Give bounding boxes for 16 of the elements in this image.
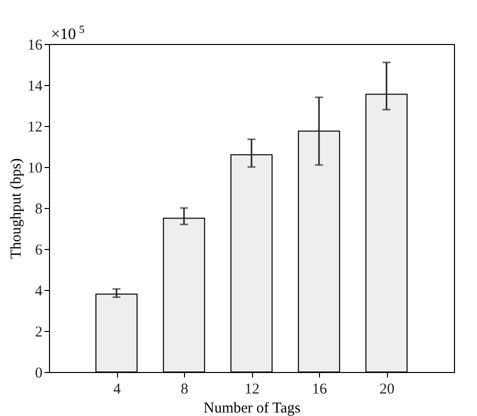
x-axis-title: Number of Tags <box>204 400 301 416</box>
y-tick-label: 6 <box>35 242 43 258</box>
y-tick-label: 2 <box>35 324 42 340</box>
y-tick-label: 12 <box>28 120 42 136</box>
y-tick-label: 16 <box>28 38 43 54</box>
x-tick-label: 12 <box>244 382 260 398</box>
x-tick-label: 20 <box>380 382 394 398</box>
x-tick-label: 8 <box>180 382 188 398</box>
x-tick-label: 4 <box>113 382 122 398</box>
y-tick-label: 8 <box>35 202 42 218</box>
x-tick-label: 16 <box>312 382 328 398</box>
y-tick-label: 10 <box>28 160 42 176</box>
y-tick-label: 14 <box>28 78 43 94</box>
y-tick-label: 0 <box>35 366 42 382</box>
y-axis-title: Thoughput (bps) <box>8 158 24 259</box>
y-tick-label: 4 <box>35 284 43 300</box>
